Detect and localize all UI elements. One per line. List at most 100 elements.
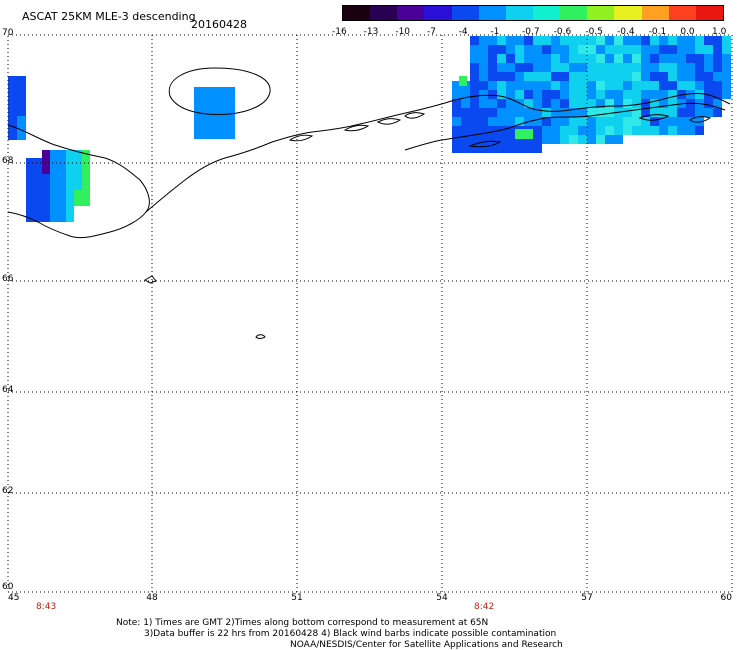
wind-cell [515,45,524,54]
wind-cell [641,117,650,126]
wind-cell [587,72,596,81]
wind-cell [497,63,506,72]
wind-cell [50,166,58,174]
wind-cell [82,198,90,206]
note-line-2: 3)Data buffer is 22 hrs from 20160428 4)… [144,629,557,639]
colorbar-tick-label: 1.0 [712,27,727,37]
wind-cell [560,126,569,135]
wind-cell [587,99,596,108]
wind-cell [479,90,488,99]
wind-cell [17,84,26,92]
wind-cell [26,158,34,166]
wind-cell [668,36,677,45]
wind-cell [641,54,650,63]
wind-cell [470,90,479,99]
colorbar-swatch [587,6,615,20]
wind-cell [596,54,605,63]
wind-cell [452,144,461,153]
wind-cell [66,206,74,214]
wind-cell [560,117,569,126]
wind-cell [470,72,479,81]
wind-cell [34,182,42,190]
wind-cell [524,135,533,144]
wind-cell [26,198,34,206]
latitude-label: 62 [2,486,13,496]
wind-cell [560,90,569,99]
wind-cell [42,150,50,158]
wind-cell [542,117,551,126]
wind-cell [695,126,704,135]
wind-cell [82,174,90,182]
colorbar-swatch [560,6,588,20]
wind-cell [34,158,42,166]
wind-cell [515,63,524,72]
longitude-label: 60 [721,593,733,603]
wind-cell [524,63,533,72]
wind-cell [695,72,704,81]
note-line-1: Note: 1) Times are GMT 2)Times along bot… [116,618,489,628]
wind-cell [587,108,596,117]
wind-cell [560,99,569,108]
wind-cell [704,99,713,108]
wind-cell [677,63,686,72]
wind-cell [470,135,479,144]
wind-cell [17,92,26,100]
wind-cell [659,90,668,99]
wind-cell [686,90,695,99]
wind-cell [596,117,605,126]
wind-cell [34,214,42,222]
wind-cell [578,54,587,63]
wind-cell [8,108,17,116]
wind-cell [713,90,722,99]
wind-cell [686,63,695,72]
wind-cell [704,72,713,81]
wind-cell [542,90,551,99]
wind-cell [587,54,596,63]
wind-cell [659,126,668,135]
wind-cell [542,45,551,54]
wind-cell [34,174,42,182]
colorbar-swatch [695,6,723,20]
wind-cell [66,150,74,158]
wind-cell [497,54,506,63]
wind-cell [542,54,551,63]
wind-cell [695,108,704,117]
wind-cell [58,198,66,206]
wind-cell [677,45,686,54]
wind-cell [686,54,695,63]
wind-cell [569,36,578,45]
wind-cell [515,108,524,117]
wind-cell [42,174,50,182]
wind-cell [66,198,74,206]
wind-cell [614,45,623,54]
wind-cell [677,117,686,126]
wind-cell [488,36,497,45]
wind-cell [659,108,668,117]
wind-cell [459,76,467,86]
wind-cell [605,72,614,81]
note-line-3: NOAA/NESDIS/Center for Satellite Applica… [290,640,563,650]
colorbar-swatch [397,6,425,20]
wind-cell [650,117,659,126]
wind-cell [452,126,461,135]
wind-cell [650,99,659,108]
wind-cell [533,126,542,135]
wind-cell [614,126,623,135]
wind-cell [722,72,731,81]
wind-cell [66,174,74,182]
wind-cell [8,92,17,100]
wind-cell [488,45,497,54]
wind-cell [713,99,722,108]
wind-cell [470,144,479,153]
wind-cell [506,90,515,99]
wind-cell [533,117,542,126]
wind-cell [551,81,560,90]
wind-cell [542,81,551,90]
wind-cell [596,72,605,81]
wind-cell [58,150,66,158]
wind-cell [488,135,497,144]
wind-cell [497,144,506,153]
wind-cell [596,36,605,45]
wind-cell [551,99,560,108]
wind-cell [17,132,26,140]
